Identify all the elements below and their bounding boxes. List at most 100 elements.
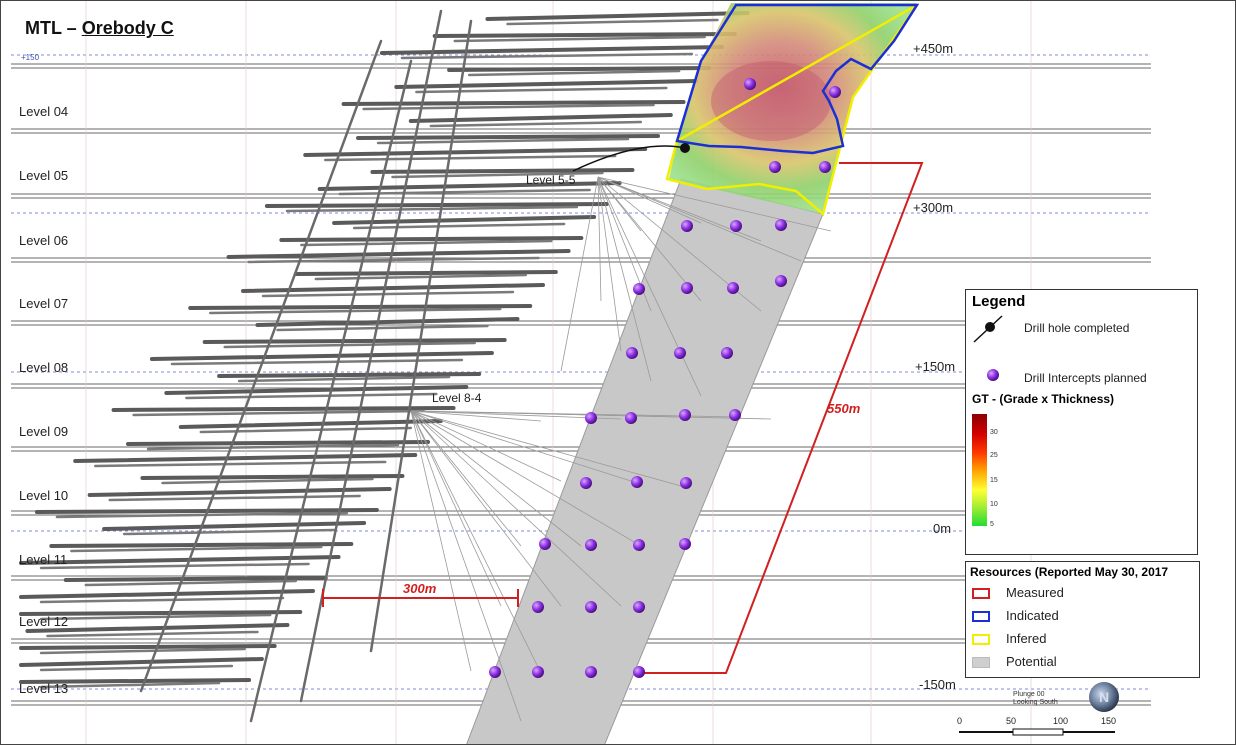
level-label: Level 13 [19, 681, 69, 696]
completed-hole-marker [680, 143, 690, 153]
intercept-sphere [625, 412, 637, 424]
drift [19, 678, 252, 684]
drift [19, 555, 341, 565]
drift [202, 338, 507, 344]
resource-label: Infered [1006, 631, 1047, 646]
scale-bar [959, 728, 1115, 736]
elevation-label: +450m [913, 41, 954, 56]
drift [73, 453, 418, 463]
drift [111, 406, 456, 412]
drift [279, 236, 584, 242]
intercept-sphere [680, 477, 692, 489]
drift [208, 307, 502, 315]
intercept-sphere [633, 283, 645, 295]
intercept-sphere [721, 347, 733, 359]
drill-trace [597, 176, 652, 382]
elevation-label: -150m [919, 677, 956, 692]
drift [39, 596, 285, 604]
intercept-sphere [585, 539, 597, 551]
drift [400, 52, 694, 60]
drill-trace [410, 410, 632, 482]
drill-planned-icon [987, 369, 999, 381]
drift [178, 419, 443, 429]
drill-trace [410, 410, 562, 607]
gt-ramp-label: 10 [990, 501, 998, 508]
drift [39, 681, 221, 689]
scale-label: 150 [1101, 716, 1117, 726]
plunge-note: Plunge 00 Looking South [1013, 691, 1058, 706]
drift [87, 487, 392, 497]
drift [185, 392, 438, 400]
drill-trace [410, 410, 522, 547]
completed-drill-hole [572, 145, 686, 172]
intercept-sphere [633, 601, 645, 613]
inferred-heatmap [669, 3, 917, 214]
drift [317, 181, 622, 191]
scale-label: 100 [1053, 716, 1069, 726]
drift [161, 477, 374, 485]
drift [226, 249, 571, 259]
intercept-sphere [585, 601, 597, 613]
resource-label: Measured [1006, 585, 1064, 600]
drift [39, 664, 234, 672]
drill-trace [410, 410, 562, 482]
intercept-sphere [679, 538, 691, 550]
intercept-sphere [744, 78, 756, 90]
intercept-sphere [532, 601, 544, 613]
intercept-sphere [769, 161, 781, 173]
drift [19, 657, 264, 667]
orebody-name: Orebody C [81, 18, 174, 38]
drill-trace [597, 176, 602, 302]
drift [285, 205, 579, 213]
level-label: Level 12 [19, 614, 69, 629]
drift [506, 18, 719, 26]
gt-ramp-label: 5 [990, 521, 994, 528]
drift [453, 35, 706, 43]
heatmap-core [711, 61, 831, 141]
drift [255, 317, 520, 327]
drift [415, 86, 668, 94]
grid-top-label: +150 [21, 53, 40, 62]
drift [276, 324, 489, 332]
drift [102, 521, 367, 531]
drift [84, 579, 298, 587]
level-label: Level 05 [19, 168, 69, 183]
drift [391, 171, 604, 179]
drift [55, 511, 349, 519]
legend-drill-completed: Drill hole completed [1024, 321, 1130, 335]
level-label: Level 07 [19, 296, 69, 311]
elevation-label: +150m [915, 359, 956, 374]
drift [188, 304, 533, 310]
gt-ramp-label: 25 [990, 452, 998, 459]
dimension-300m [322, 589, 519, 607]
drift [408, 113, 673, 123]
drill-trace [410, 410, 622, 607]
north-arrow-icon: N [1089, 682, 1119, 712]
legend-gt-title: GT - (Grade x Thickness) [972, 392, 1115, 406]
drift [70, 545, 323, 553]
drill-trace [410, 410, 502, 607]
drift [146, 443, 400, 451]
drift [379, 45, 724, 55]
drill-trace [410, 410, 582, 547]
intercept-sphere [626, 347, 638, 359]
ramp [139, 39, 383, 693]
planned-intercepts [489, 78, 841, 678]
drift [170, 358, 464, 366]
drift [303, 147, 648, 157]
level-label: Level 09 [19, 424, 69, 439]
drift [108, 494, 361, 502]
gt-color-ramp [972, 414, 987, 526]
drill-trace [597, 176, 832, 232]
ramp [299, 9, 443, 703]
drift [332, 215, 597, 225]
resources-title: Resources (Reported May 30, 2017 [970, 565, 1169, 579]
drift [63, 576, 328, 582]
resources-panel: Resources (Reported May 30, 2017 Measure… [965, 561, 1200, 678]
intercept-sphere [674, 347, 686, 359]
drift [323, 154, 617, 162]
inferred-outline [665, 3, 919, 217]
intercept-sphere [580, 477, 592, 489]
drift [49, 542, 354, 548]
